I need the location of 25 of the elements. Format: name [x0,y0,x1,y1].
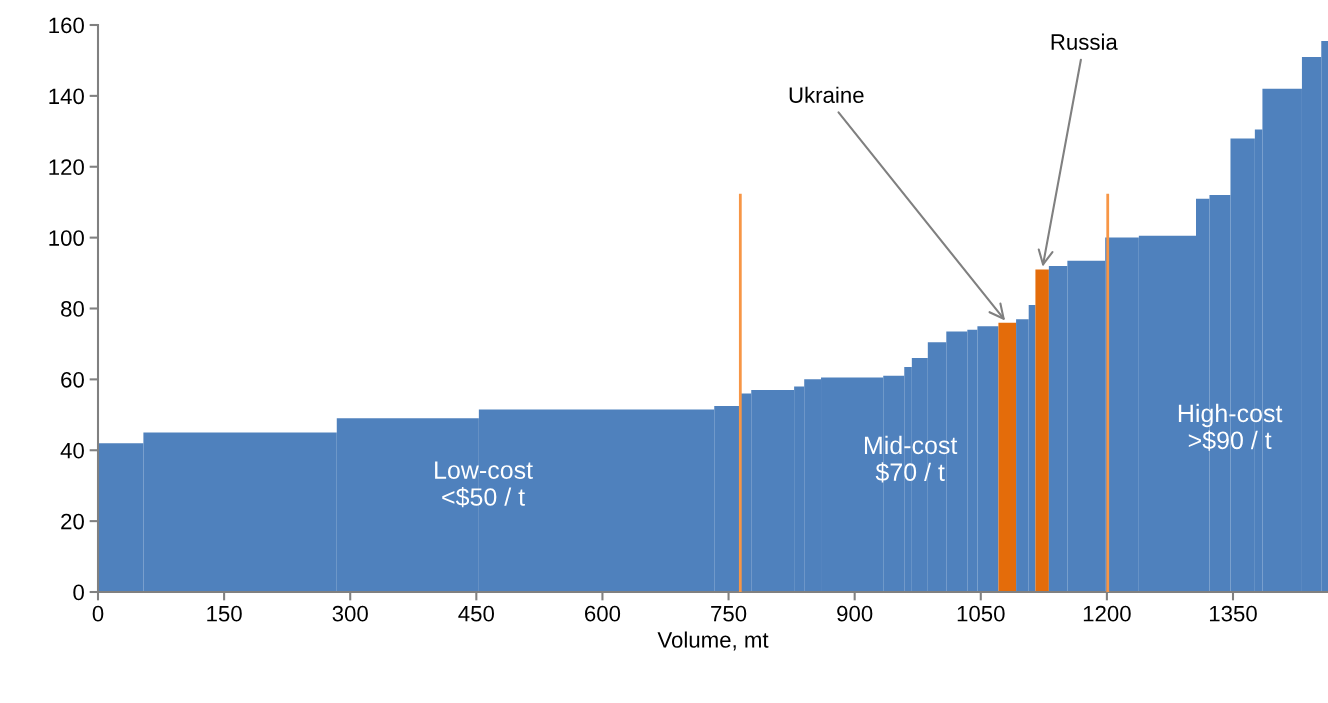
annotation: Mid-cost $70 / t [864,435,958,483]
y-tick-label: 40 [60,442,84,459]
x-tick-label: 600 [585,605,621,622]
y-tick-label: 80 [61,301,84,317]
y-tick-label: 60 [61,371,84,388]
y-tick-label: 20 [61,513,84,530]
x-tick-label: 300 [332,605,368,622]
x-axis-title: Volume, mt [657,631,769,651]
x-tick-label: 1350 [1209,605,1257,622]
x-tick-label: 900 [837,605,873,622]
x-tick-label: 1200 [1083,605,1131,622]
annotation: Russia [1051,33,1118,50]
y-tick-label: 0 [73,584,84,601]
x-tick-label: 450 [458,605,494,622]
annotation: Low-cost <$50 / t [435,461,533,508]
x-tick-label: 1050 [957,605,1005,622]
annotation: High-cost >$90 / t [1178,403,1283,451]
y-tick-label: 140 [49,88,84,105]
y-tick-label: 100 [49,230,84,246]
x-tick-label: 750 [711,605,747,622]
annotation: Ukraine [789,86,864,103]
y-tick-label: 120 [49,159,84,176]
y-tick-label: 160 [49,17,84,34]
x-tick-label: 0 [92,605,104,622]
x-tick-label: 150 [207,605,242,622]
